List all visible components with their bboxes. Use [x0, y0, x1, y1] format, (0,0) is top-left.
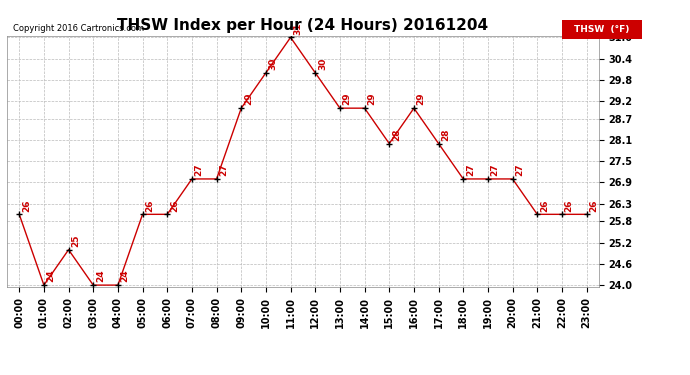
Text: 27: 27: [219, 164, 228, 176]
Text: 30: 30: [318, 58, 327, 70]
Text: 27: 27: [515, 164, 524, 176]
Text: 26: 26: [170, 199, 179, 211]
Title: THSW Index per Hour (24 Hours) 20161204: THSW Index per Hour (24 Hours) 20161204: [117, 18, 489, 33]
Text: 26: 26: [22, 199, 31, 211]
Text: 27: 27: [466, 164, 475, 176]
Text: 28: 28: [442, 128, 451, 141]
Text: 26: 26: [589, 199, 598, 211]
Text: THSW  (°F): THSW (°F): [574, 25, 630, 34]
Text: 24: 24: [47, 270, 56, 282]
Text: 30: 30: [268, 58, 277, 70]
Text: 24: 24: [96, 270, 105, 282]
Text: 29: 29: [417, 93, 426, 105]
Text: 24: 24: [121, 270, 130, 282]
Text: 27: 27: [491, 164, 500, 176]
Text: 28: 28: [392, 128, 401, 141]
Text: 26: 26: [540, 199, 549, 211]
Text: 26: 26: [564, 199, 573, 211]
Text: 29: 29: [367, 93, 376, 105]
Text: Copyright 2016 Cartronics.com: Copyright 2016 Cartronics.com: [13, 24, 144, 33]
Text: 29: 29: [343, 93, 352, 105]
Text: 26: 26: [146, 199, 155, 211]
Text: 31: 31: [293, 22, 302, 34]
Text: 27: 27: [195, 164, 204, 176]
Text: 25: 25: [71, 234, 80, 247]
Text: 29: 29: [244, 93, 253, 105]
